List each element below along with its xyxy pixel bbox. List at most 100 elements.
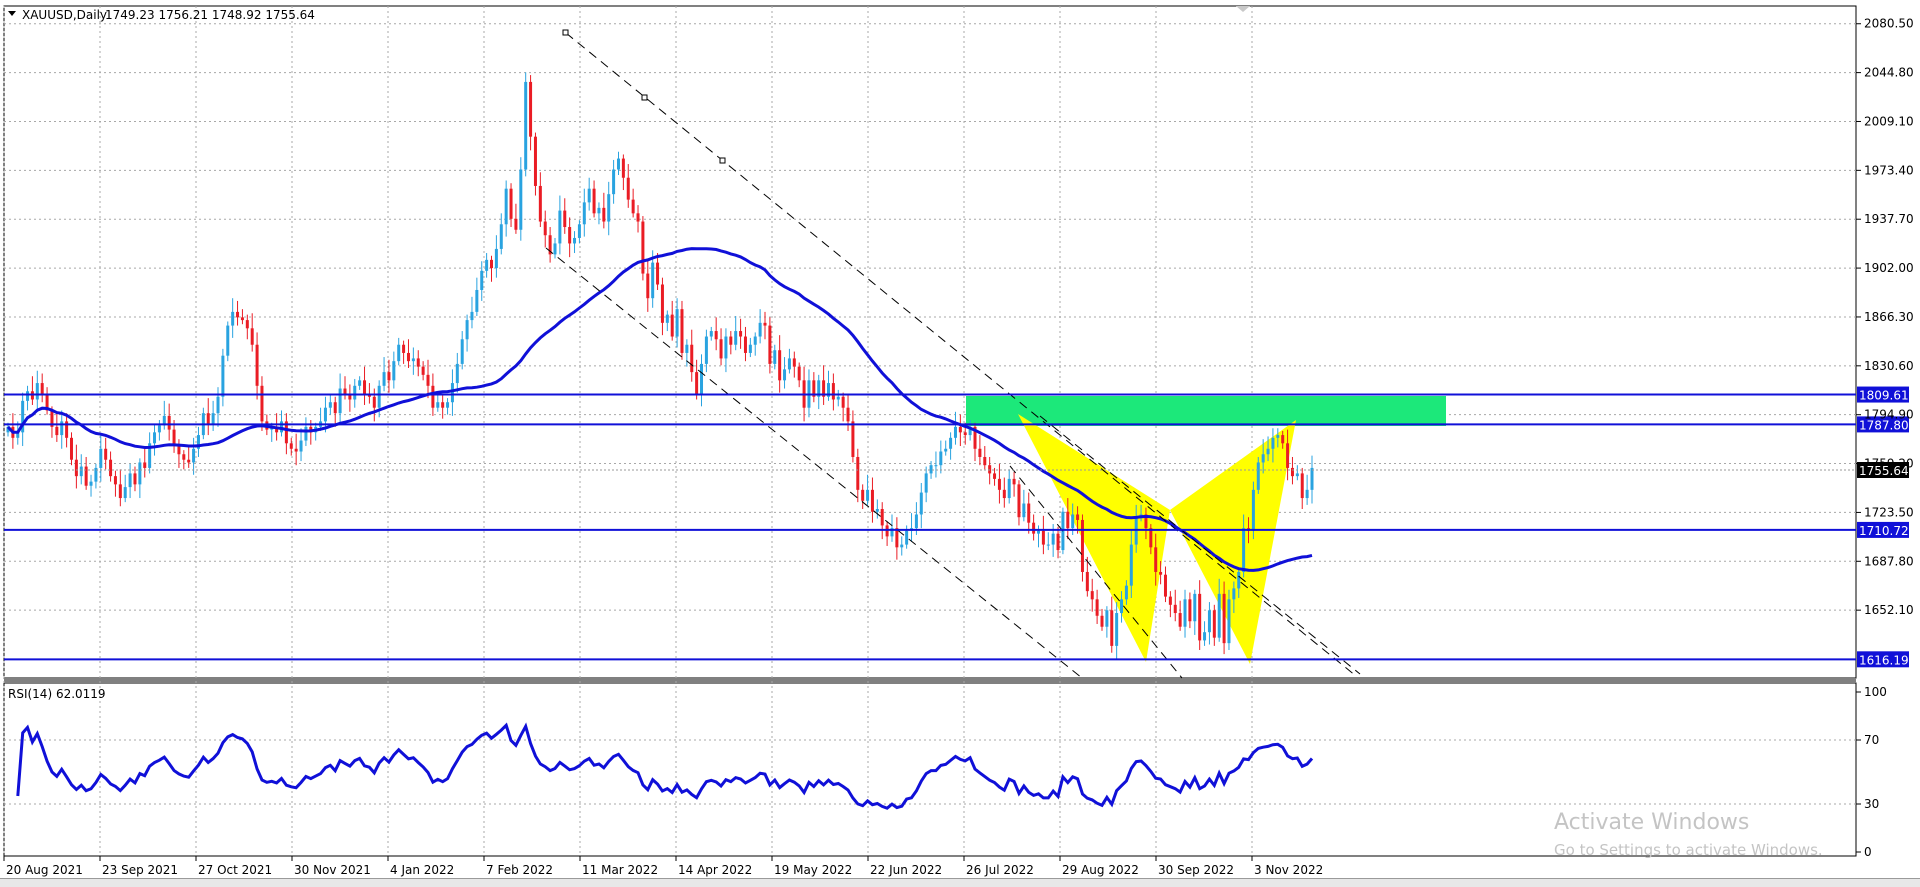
rsi-tick-label: 0: [1864, 845, 1872, 859]
channel-anchor-points[interactable]: [562, 29, 726, 164]
candle-body: [89, 481, 93, 486]
candle-body: [485, 259, 489, 271]
candle-body: [157, 425, 161, 433]
time-tick-label: 30 Sep 2022: [1158, 863, 1234, 877]
candle-body: [60, 421, 64, 436]
candle-body: [421, 366, 425, 375]
rsi-grid: [4, 739, 1856, 805]
candle-body: [1095, 599, 1099, 616]
candle-body: [196, 435, 200, 449]
candle-body: [1149, 528, 1153, 548]
symbol-title: XAUUSD,Daily: [22, 8, 107, 22]
price-tick-label: 2080.50: [1864, 17, 1914, 31]
time-tick-label: 27 Oct 2021: [198, 863, 272, 877]
candle-body: [1286, 443, 1290, 468]
candle-body: [240, 317, 244, 321]
candle-body: [602, 207, 606, 222]
shift-marker-icon[interactable]: [1236, 6, 1250, 12]
candle-body: [490, 259, 494, 269]
horizontal-levels[interactable]: 1809.61 1787.80 1710.72 1616.19: [4, 386, 1909, 668]
last-price-tag: [1857, 462, 1909, 478]
candle-body: [768, 325, 772, 364]
candle-body: [695, 372, 699, 395]
price-axis[interactable]: 2080.50 2044.80 2009.10 1973.40 1937.70 1902.…: [1856, 17, 1914, 617]
time-tick-label: 26 Jul 2022: [966, 863, 1034, 877]
time-tick-label: 19 May 2022: [774, 863, 852, 877]
candle-body: [866, 489, 870, 501]
candle-body: [621, 158, 625, 178]
candle-body: [104, 448, 108, 460]
candle-body: [1251, 489, 1255, 531]
candle-body: [958, 426, 962, 433]
last-price-label: 1755.64: [1859, 464, 1909, 478]
candle-body: [162, 415, 166, 426]
candle-body: [812, 380, 816, 397]
candle-body: [665, 314, 669, 323]
candle-body: [304, 426, 308, 441]
candle-body: [587, 188, 591, 203]
time-axis[interactable]: 20 Aug 2021 23 Sep 2021 27 Oct 2021 30 Nov …: [3, 856, 1323, 877]
rsi-line: [16, 722, 1314, 810]
chevron-down-icon[interactable]: [8, 11, 16, 16]
candle-body: [778, 350, 782, 381]
candle-body: [973, 426, 977, 449]
candle-body: [709, 331, 713, 337]
candle-body: [543, 221, 547, 236]
candle-body: [670, 314, 674, 337]
candle-body: [949, 437, 953, 449]
time-tick-label: 20 Aug 2021: [6, 863, 83, 877]
candle-body: [377, 385, 381, 408]
candle-body: [153, 432, 157, 444]
candle-body: [1066, 511, 1070, 529]
candle-body: [616, 158, 620, 170]
candle-body: [1227, 599, 1231, 644]
trend-channel[interactable]: [545, 32, 1361, 679]
candle-body: [55, 426, 59, 436]
tab-bar[interactable]: [0, 878, 1920, 887]
candle-body: [74, 459, 78, 477]
candle-body: [123, 487, 127, 499]
candle-body: [392, 361, 396, 381]
candle-body: [1144, 514, 1148, 529]
candle-body: [475, 289, 479, 312]
supply-zone[interactable]: [966, 396, 1446, 426]
candle-body: [953, 426, 957, 438]
candle-body: [216, 396, 220, 414]
price-panel[interactable]: [3, 5, 1857, 679]
candle-body: [841, 396, 845, 408]
candle-body: [94, 467, 98, 482]
rsi-panel[interactable]: [3, 682, 1857, 857]
candle-body: [1037, 530, 1041, 534]
candle-body: [783, 369, 787, 381]
price-tick-label: 1723.50: [1864, 505, 1914, 519]
candle-body: [753, 336, 757, 345]
candle-body: [167, 415, 171, 430]
candle-body: [660, 284, 664, 323]
candle-body: [1051, 533, 1055, 545]
candle-body: [1290, 467, 1294, 477]
candle-body: [592, 188, 596, 214]
candle-body: [548, 235, 552, 255]
candle-body: [792, 358, 796, 367]
activate-windows-title: Activate Windows: [1554, 810, 1749, 835]
candle-body: [79, 466, 83, 477]
candle-body: [411, 358, 415, 362]
candle-body: [84, 466, 88, 486]
candle-body: [1115, 613, 1119, 646]
candle-body: [1276, 435, 1280, 438]
candle-body: [1080, 519, 1084, 572]
candle-body: [372, 396, 376, 408]
rsi-label: RSI(14) 62.0119: [8, 687, 106, 701]
rsi-axis[interactable]: 100 70 30 0: [1856, 685, 1887, 859]
candle-body: [944, 448, 948, 452]
candle-body: [148, 443, 152, 468]
candle-body: [1159, 571, 1163, 575]
time-tick-label: 11 Mar 2022: [582, 863, 658, 877]
candle-body: [963, 432, 967, 436]
grid: [3, 6, 1856, 856]
candle-body: [1300, 473, 1304, 499]
candle-body: [846, 407, 850, 422]
moving-average-line: [6, 247, 1313, 572]
candle-body: [16, 432, 20, 438]
